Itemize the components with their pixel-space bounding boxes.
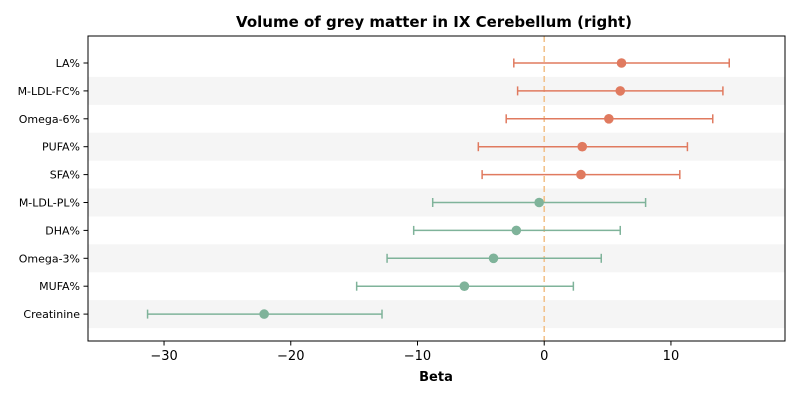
x-axis: −30 −20 −10 0 10 <box>150 341 679 364</box>
beta-point <box>577 141 588 152</box>
row-marks <box>355 281 575 292</box>
x-tick-label: 0 <box>540 349 548 364</box>
row-marks <box>513 58 730 68</box>
beta-point <box>511 225 522 236</box>
row-marks <box>146 309 383 319</box>
beta-point <box>616 58 627 68</box>
row-marks <box>412 225 622 236</box>
chart-title: Volume of grey matter in IX Cerebellum (… <box>236 13 632 31</box>
y-tick-label: M-LDL-FC% <box>18 85 80 98</box>
y-axis: LA% M-LDL-FC% Omega-6% PUFA% SFA% M-LDL-PL% DH… <box>18 57 88 321</box>
y-tick-label: Creatinine <box>23 308 80 321</box>
x-axis-label: Beta <box>419 370 453 385</box>
axes-frame <box>87 35 786 342</box>
x-tick-label: −20 <box>277 349 304 364</box>
beta-point <box>615 86 626 96</box>
row-marks <box>481 169 681 180</box>
beta-point <box>459 281 470 292</box>
y-tick-label: Omega-3% <box>19 252 80 265</box>
y-tick-label: MUFA% <box>39 280 80 293</box>
row-marks <box>431 197 647 208</box>
x-tick-label: −30 <box>150 349 177 364</box>
row-marks <box>477 141 689 152</box>
beta-point <box>259 309 269 319</box>
y-tick-label: DHA% <box>45 224 80 237</box>
beta-point <box>534 197 544 208</box>
x-tick-label: 10 <box>663 349 680 364</box>
beta-point <box>488 253 499 264</box>
y-tick-label: SFA% <box>50 169 80 182</box>
y-tick-label: LA% <box>56 57 80 70</box>
row-marks <box>505 114 714 124</box>
beta-point <box>604 114 614 124</box>
data-marks <box>146 58 730 319</box>
y-tick-label: M-LDL-PL% <box>19 197 80 210</box>
row-marks <box>386 253 602 264</box>
y-tick-label: Omega-6% <box>19 113 80 126</box>
beta-point <box>576 169 586 180</box>
y-tick-label: PUFA% <box>42 141 80 154</box>
row-marks <box>516 86 724 96</box>
x-tick-label: −10 <box>404 349 431 364</box>
